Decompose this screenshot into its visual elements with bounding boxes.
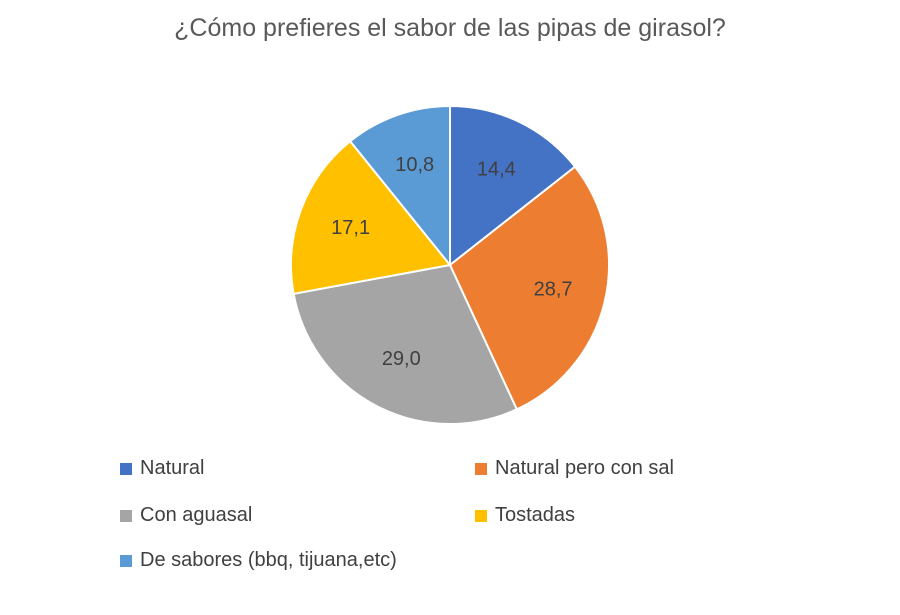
data-label-tostadas: 17,1 xyxy=(331,217,370,239)
data-label-natural: 14,4 xyxy=(477,159,516,181)
data-label-de-sabores: 10,8 xyxy=(395,154,434,176)
chart-title: ¿Cómo prefieres el sabor de las pipas de… xyxy=(174,14,726,42)
pie-slice-de-sabores xyxy=(348,104,451,268)
pie-slice-con-aguasal xyxy=(292,263,519,425)
pie-slice-tostadas xyxy=(290,139,452,295)
data-label-natural-pero-con-sal: 28,7 xyxy=(534,279,573,301)
pie-slice-natural xyxy=(449,104,577,268)
data-label-con-aguasal: 29,0 xyxy=(382,348,421,370)
